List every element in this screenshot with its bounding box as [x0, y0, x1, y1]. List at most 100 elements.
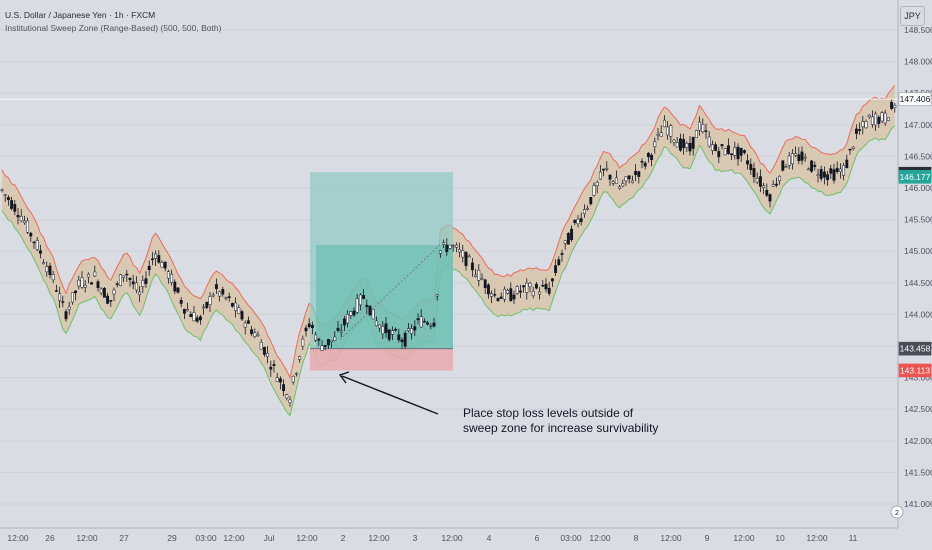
candle-body [179, 300, 183, 304]
candle-body [115, 283, 119, 285]
annotation-text: Place stop loss levels outside of sweep … [463, 406, 659, 435]
candle-body [765, 190, 769, 196]
candle-body [762, 185, 766, 188]
candle-body [858, 129, 862, 131]
price-tag-bg [898, 341, 932, 356]
candle-body [19, 216, 23, 222]
candle-body [227, 296, 231, 298]
candle-body [272, 364, 276, 366]
candle-body [589, 197, 593, 205]
candle-body [237, 307, 241, 314]
candle-body [486, 284, 490, 295]
candle-body [560, 253, 564, 255]
candle-body [624, 176, 628, 182]
candle-body [541, 285, 545, 287]
candle-body [691, 136, 695, 149]
candle-body [422, 320, 426, 323]
candle-body [285, 394, 289, 399]
candle-body [685, 143, 689, 148]
candle-body [813, 164, 817, 167]
candle-body [384, 323, 388, 333]
candle-body [74, 290, 78, 294]
candle-body [262, 347, 266, 355]
autoscale-icon[interactable]: 2 [890, 505, 904, 519]
currency-button[interactable]: JPY [900, 6, 925, 26]
candle-body [118, 274, 122, 286]
time-axis[interactable]: 12:00 26 12:00 27 29 03:00 12:00 Jul 12:00 2 12:00… [0, 527, 898, 543]
long-position-tool[interactable] [310, 172, 453, 371]
candle-body [80, 277, 84, 288]
candle-body [470, 262, 474, 271]
candle-body [563, 240, 567, 244]
price-axis[interactable]: 148.500148.000147.500147.000146.500146.0… [897, 0, 932, 550]
candle-body [701, 123, 705, 132]
candle-body [16, 215, 20, 218]
chart-legend: U.S. Dollar / Japanese Yen · 1h · FXCM I… [5, 9, 221, 35]
candle-body [435, 294, 439, 297]
position-diagonal [339, 244, 441, 341]
candle-body [109, 300, 113, 302]
candle-body [794, 153, 798, 156]
candle-body [352, 310, 356, 316]
candle-body [282, 384, 286, 391]
time-tick-label: 8 [634, 533, 639, 543]
candle-body [138, 291, 142, 296]
candle-body [870, 116, 874, 125]
candle-body [490, 293, 494, 297]
price-tick-label: 144.000 [904, 309, 932, 319]
price-tick-label: 142.500 [904, 404, 932, 414]
symbol-title[interactable]: U.S. Dollar / Japanese Yen · 1h · FXCM [5, 10, 156, 20]
candle-body [419, 316, 423, 328]
candle-body [150, 258, 154, 261]
candle-body [842, 165, 846, 176]
candle-body [266, 353, 270, 357]
candle-body [147, 265, 151, 271]
candle-body [477, 269, 481, 281]
candle-body [96, 281, 100, 289]
indicator-title[interactable]: Institutional Sweep Zone (Range-Based) (… [5, 23, 222, 33]
time-tick-label: 03:00 [560, 533, 582, 543]
price-tick-label: 142.000 [904, 436, 932, 446]
price-tag-bg [898, 363, 932, 378]
candle-body [397, 334, 401, 341]
candle-body [515, 286, 519, 294]
candle-body [682, 139, 686, 149]
candle-body [746, 160, 750, 165]
candle-body [86, 273, 90, 278]
candle-body [294, 372, 298, 375]
candle-body [790, 153, 794, 165]
candle-body [522, 285, 526, 288]
candle-body [224, 297, 228, 299]
candle-body [778, 176, 782, 182]
time-tick-label: 27 [119, 533, 129, 543]
candle-body [797, 154, 801, 162]
time-tick-label: Jul [264, 533, 275, 543]
candle-body [13, 204, 17, 212]
candle-body [627, 175, 631, 180]
candle-body [893, 105, 897, 108]
time-tick-label: 12:00 [7, 533, 29, 543]
candle-body [288, 399, 292, 403]
candle-body [42, 262, 46, 265]
candle-body [854, 128, 858, 134]
candle-body [781, 160, 785, 171]
candle-body [822, 171, 826, 178]
candle-body [653, 141, 657, 147]
candle-body [803, 156, 807, 159]
candle-body [211, 294, 215, 297]
candle-body [26, 220, 30, 233]
time-tick-label: 6 [535, 533, 540, 543]
candle-body [800, 151, 804, 161]
candle-body [432, 322, 436, 327]
candle-body [445, 244, 449, 253]
candle-body [694, 130, 698, 138]
candle-body [339, 330, 343, 333]
time-tick-label: 26 [45, 533, 55, 543]
candle-body [218, 291, 222, 297]
candle-body [669, 125, 673, 137]
candle-body [704, 130, 708, 132]
candle-body [678, 138, 682, 151]
candle-body [144, 278, 148, 284]
